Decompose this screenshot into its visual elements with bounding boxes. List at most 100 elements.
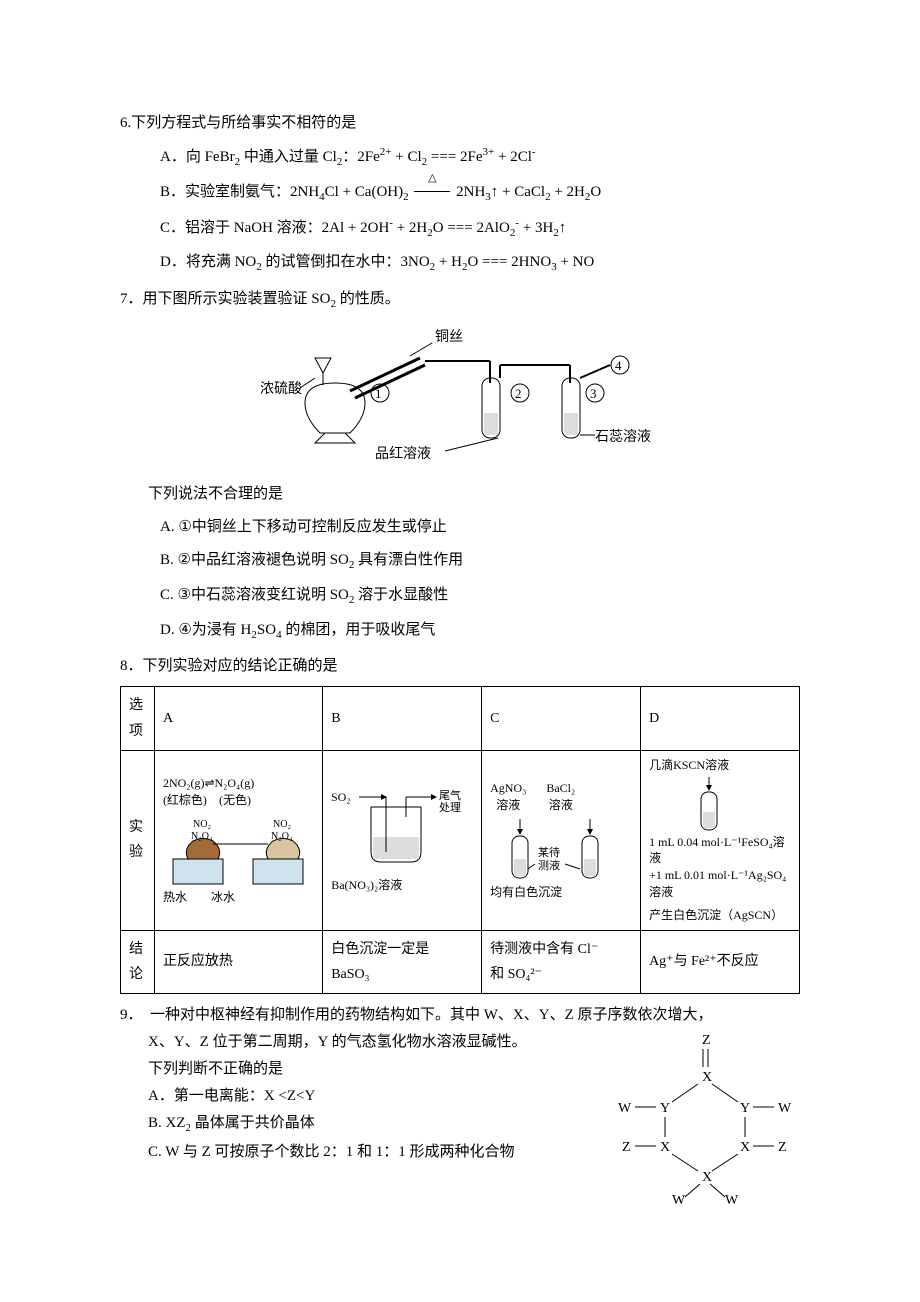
q6-stem: 6.下列方程式与所给事实不相符的是	[120, 110, 800, 137]
cell-c-exp: AgNO₃ 溶液 BaCl₂ 溶液 某待 测液	[482, 750, 641, 930]
q7-opt-b: B. ②中品红溶液褪色说明 SO2 具有漂白性作用	[120, 547, 800, 576]
svg-text:Y: Y	[740, 1101, 750, 1116]
text: 产生白色沉淀（AgSCN）	[649, 907, 791, 924]
text: 待测液中含有 Cl⁻	[490, 937, 632, 962]
text: + 2H	[393, 220, 427, 236]
delta-icon: △	[412, 169, 452, 189]
text: Ba(NO₃)₂溶液	[331, 877, 473, 894]
q7-figure: 铜丝 浓硫酸 1 品红溶液 2	[120, 323, 800, 473]
text: 白色沉淀一定是	[331, 937, 473, 962]
text: 和 SO₄²⁻	[490, 962, 632, 987]
text: D．将充满 NO	[160, 254, 256, 270]
svg-text:SO₂: SO₂	[331, 790, 351, 804]
cell-d-exp: 几滴KSCN溶液 1 mL 0.04 mol·L⁻¹FeSO₄溶液 +1 mL …	[641, 750, 800, 930]
svg-text:W: W	[672, 1193, 686, 1204]
q9-opt-a: A．第一电离能：X <Z<Y	[120, 1083, 610, 1110]
text: === 2Fe	[427, 149, 482, 165]
svg-text:W: W	[618, 1101, 632, 1116]
dropper-diagram: 某待 测液	[490, 814, 630, 884]
cell-b-exp: SO₂ 尾气 处理 Ba(NO₃)₂溶液	[323, 750, 482, 930]
text: ：2Fe	[342, 149, 380, 165]
q7-stem: 7．用下图所示实验装置验证 SO2 的性质。	[120, 286, 800, 315]
text: 均有白色沉淀	[490, 884, 632, 901]
text: 具有漂白性作用	[354, 552, 463, 568]
svg-text:尾气: 尾气	[439, 788, 461, 802]
svg-text:W: W	[778, 1101, 792, 1116]
text: BaCl₂ 溶液	[546, 780, 575, 814]
q9-sub: 下列判断不正确的是	[120, 1056, 610, 1083]
q7-opt-d: D. ④为浸有 H2SO4 的棉团，用于吸收尾气	[120, 617, 800, 646]
row-label-exp: 实验	[121, 750, 155, 930]
text: C. ③中石蕊溶液变红说明 SO	[160, 587, 349, 603]
text: BaSO₃	[331, 962, 473, 987]
text: + H	[435, 254, 462, 270]
q6-opt-b: B．实验室制氨气：2NH4Cl + Ca(OH)2 △ 2NH3↑ + CaCl…	[120, 179, 800, 208]
svg-text:Z: Z	[702, 1033, 711, 1048]
text: 的性质。	[336, 291, 400, 307]
header-a: A	[154, 687, 322, 750]
svg-text:某待: 某待	[538, 845, 560, 859]
q9-opt-b: B. XZ2 晶体属于共价晶体	[120, 1110, 610, 1139]
cell-d-con: Ag⁺与 Fe²⁺不反应	[641, 930, 800, 993]
svg-text:3: 3	[590, 386, 597, 401]
svg-text:N₂O₄: N₂O₄	[271, 831, 293, 842]
row-label-con: 结论	[121, 930, 155, 993]
text: 2NH	[456, 184, 485, 200]
label-cu: 铜丝	[435, 329, 463, 345]
q6-opt-a: A．向 FeBr2 中通入过量 Cl2：2Fe2+ + Cl2 === 2Fe3…	[120, 143, 800, 173]
svg-text:X: X	[702, 1170, 712, 1185]
cell-a-con: 正反应放热	[154, 930, 322, 993]
svg-text:N₂O₄: N₂O₄	[191, 831, 213, 842]
text: 的棉团，用于吸收尾气	[282, 622, 436, 638]
text: C．铝溶于 NaOH 溶液：2Al + 2OH	[160, 220, 389, 236]
q8-stem: 8．下列实验对应的结论正确的是	[120, 653, 800, 680]
svg-text:NO₂: NO₂	[273, 819, 291, 830]
flask-diagram: NO₂ N₂O₄ NO₂ N₂O₄	[163, 809, 313, 889]
svg-text:测液: 测液	[538, 858, 560, 872]
question-8: 8．下列实验对应的结论正确的是 选项 A B C D 实验 2NO₂(g)⇌N₂…	[120, 653, 800, 994]
text: 冰水	[211, 890, 235, 904]
text: D. ④为浸有 H	[160, 622, 251, 638]
label-acid: 浓硫酸	[260, 381, 302, 397]
text: B．实验室制氨气：2NH	[160, 184, 319, 200]
q6-opt-d: D．将充满 NO2 的试管倒扣在水中：3NO2 + H2O === 2HNO3 …	[120, 249, 800, 278]
svg-text:处理: 处理	[439, 801, 461, 814]
q8-table: 选项 A B C D 实验 2NO₂(g)⇌N₂O₄(g) (红棕色) (无色)…	[120, 686, 800, 994]
q9-stem1: 9． 一种对中枢神经有抑制作用的药物结构如下。其中 W、X、Y、Z 原子序数依次…	[120, 1002, 800, 1029]
text: + 2Cl	[494, 149, 532, 165]
label-shirui: 石蕊溶液	[595, 429, 651, 445]
svg-text:X: X	[740, 1140, 750, 1155]
q9-opt-c: C. W 与 Z 可按原子个数比 2：1 和 1：1 形成两种化合物	[120, 1139, 610, 1166]
header-opt: 选项	[121, 687, 155, 750]
cell-a-exp: 2NO₂(g)⇌N₂O₄(g) (红棕色) (无色) NO₂ N₂O₄ NO₂ …	[154, 750, 322, 930]
svg-text:1: 1	[375, 386, 382, 401]
text: + 3H	[519, 220, 553, 236]
text: ↑ + CaCl	[491, 184, 545, 200]
cell-b-con: 白色沉淀一定是 BaSO₃	[323, 930, 482, 993]
text: +1 mL 0.01 mol·L⁻¹Ag₂SO₄溶液	[649, 867, 791, 901]
table-row: 实验 2NO₂(g)⇌N₂O₄(g) (红棕色) (无色) NO₂ N₂O₄	[121, 750, 800, 930]
text: (红棕色)	[163, 793, 207, 807]
text: 的试管倒扣在水中：3NO	[262, 254, 430, 270]
text: 1 mL 0.04 mol·L⁻¹FeSO₄溶液	[649, 834, 791, 868]
svg-text:Z: Z	[622, 1140, 631, 1155]
svg-text:Z: Z	[778, 1140, 787, 1155]
text: 几滴KSCN溶液	[649, 757, 791, 774]
text: (无色)	[219, 793, 251, 807]
question-9: 9． 一种对中枢神经有抑制作用的药物结构如下。其中 W、X、Y、Z 原子序数依次…	[120, 1002, 800, 1204]
text: + NO	[557, 254, 595, 270]
text: O	[590, 184, 601, 200]
header-d: D	[641, 687, 800, 750]
text: B. XZ	[148, 1115, 186, 1131]
svg-text:Y: Y	[660, 1101, 670, 1116]
header-c: C	[482, 687, 641, 750]
q7-opt-c: C. ③中石蕊溶液变红说明 SO2 溶于水显酸性	[120, 582, 800, 611]
text: O === 2AlO	[433, 220, 510, 236]
dropper-tube-diagram	[649, 774, 789, 834]
text: AgNO₃ 溶液	[490, 780, 526, 814]
q7-sub: 下列说法不合理的是	[120, 481, 800, 508]
q9-structure-diagram: Z X Y Y W W	[610, 1029, 800, 1204]
svg-text:X: X	[660, 1140, 670, 1155]
text: + Cl	[392, 149, 422, 165]
label-pinhong: 品红溶液	[375, 446, 431, 462]
